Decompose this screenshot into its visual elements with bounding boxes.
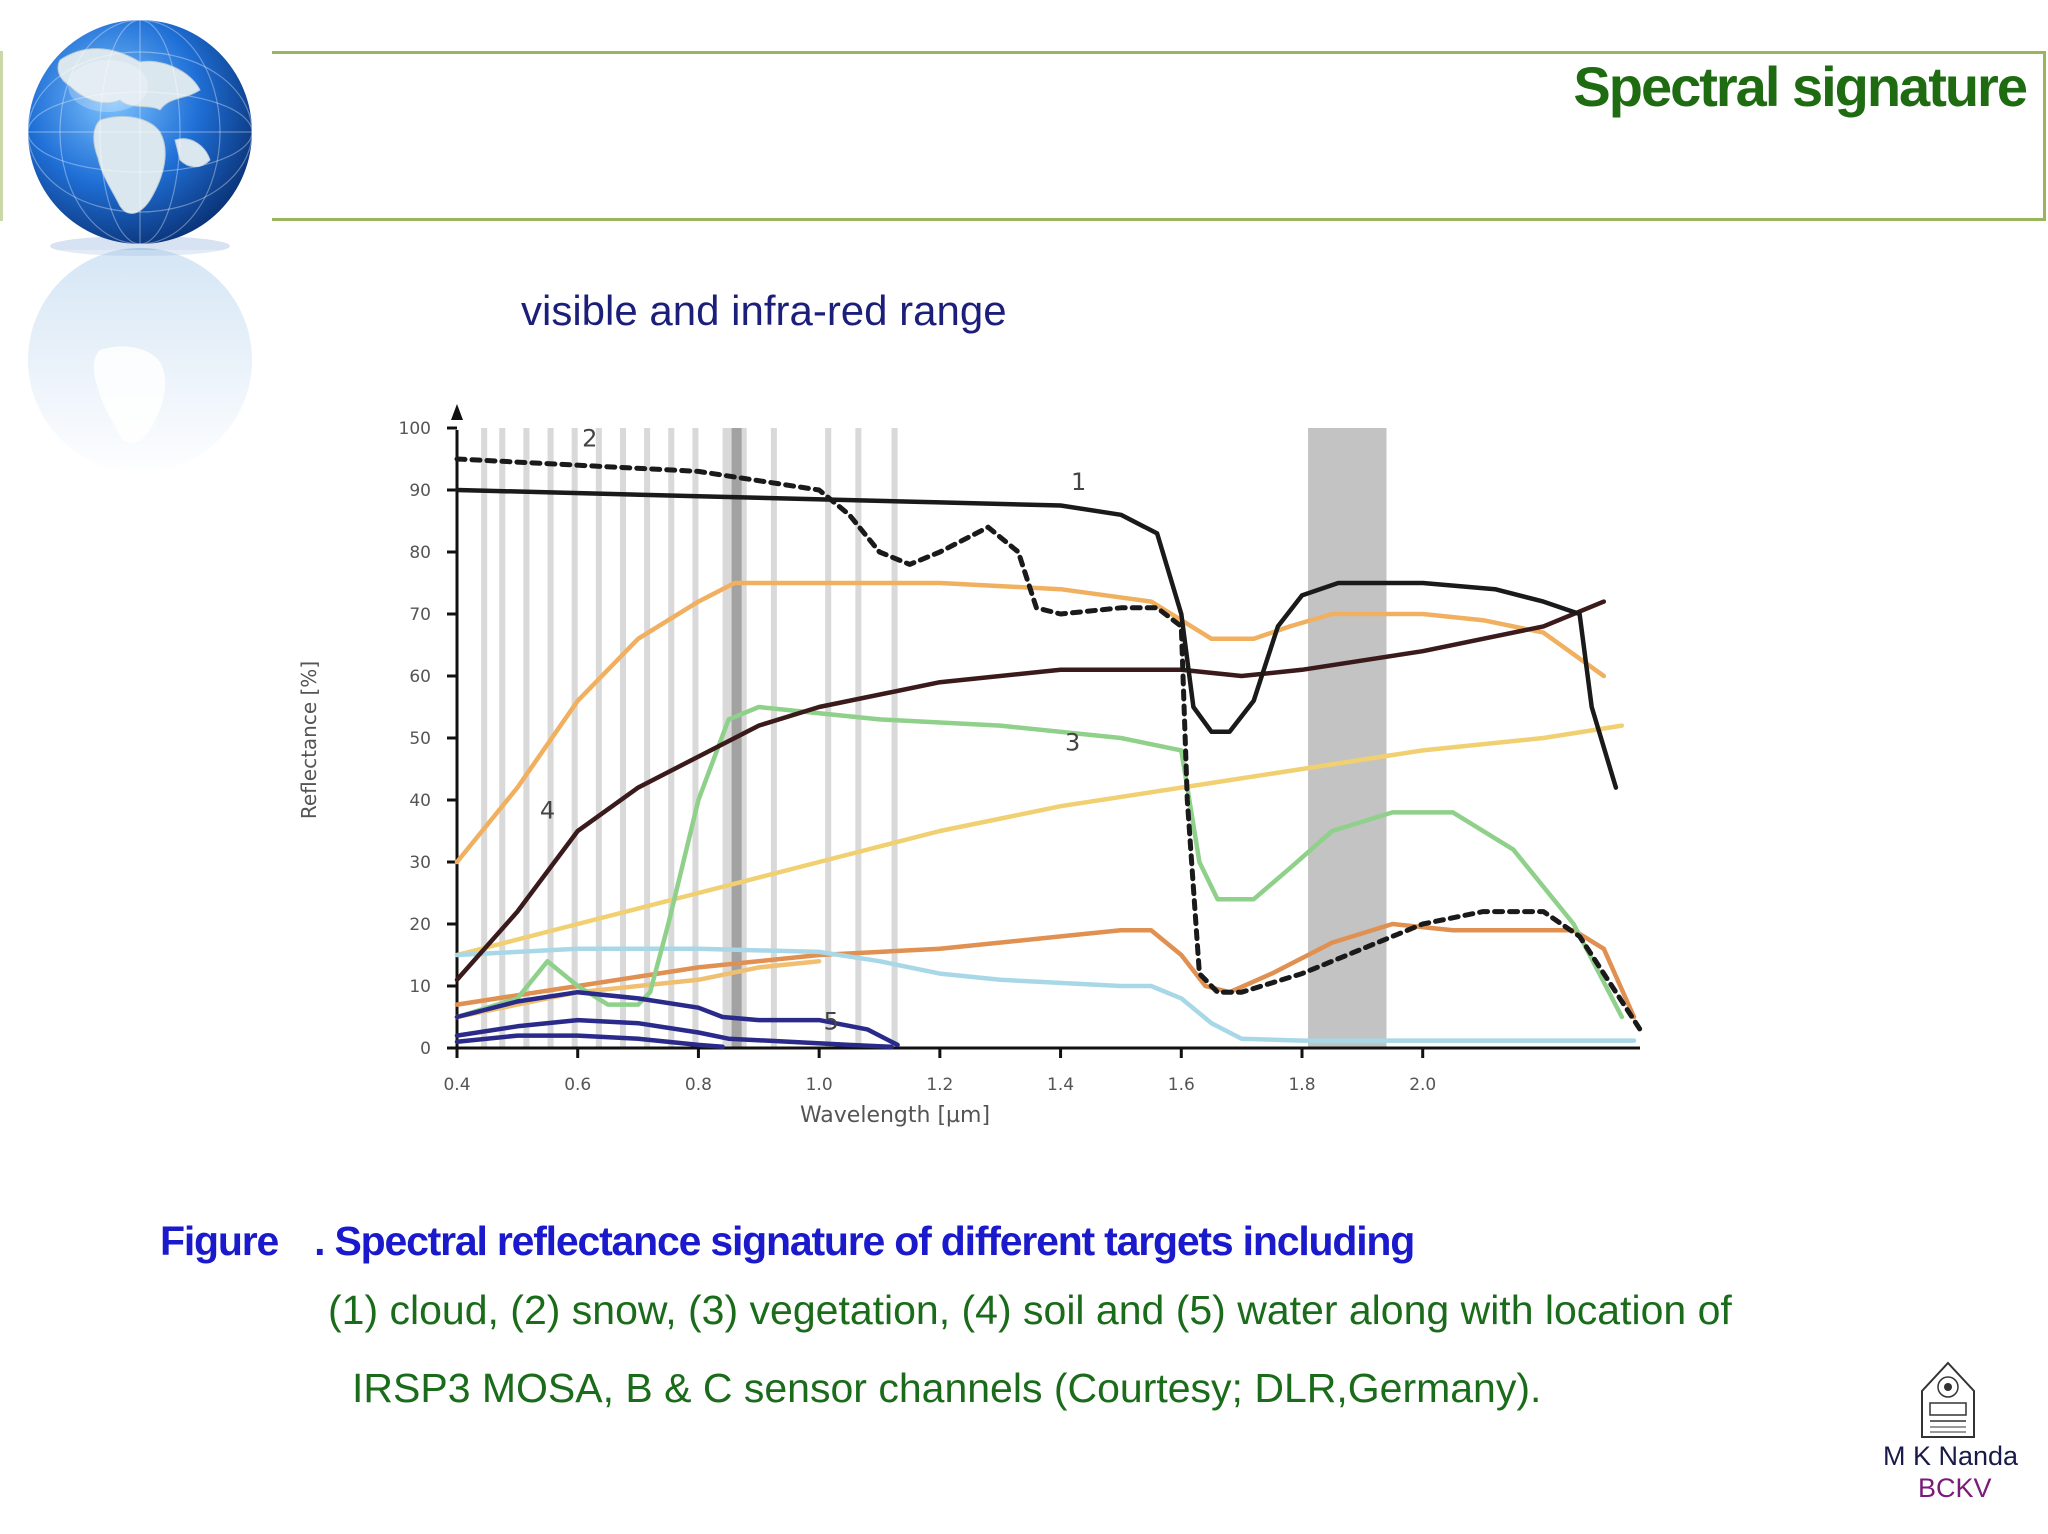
- y-tick-label-1: 10: [409, 977, 431, 997]
- sensor-band-12: [825, 428, 832, 1048]
- y-axis-label: Reflectance [%]: [297, 661, 321, 819]
- header-box: [272, 51, 2046, 221]
- series-label-4: 4: [540, 797, 555, 825]
- author-name: M K Nanda: [1883, 1441, 2019, 1471]
- x-tick-label-1: 0.6: [564, 1075, 591, 1095]
- caption-title: . Spectral reflectance signature of diff…: [314, 1218, 1415, 1264]
- y-tick-label-3: 30: [409, 853, 431, 873]
- y-tick-label-6: 60: [409, 667, 431, 687]
- series-line-unlabeled-11: [454, 958, 822, 1020]
- sensor-band-8: [668, 428, 675, 1048]
- y-ticks: 0 10 20 30 40 50 60 70 80 90 100: [399, 419, 457, 1059]
- x-tick-label-5: 1.4: [1047, 1075, 1074, 1095]
- y-tick-label-10: 100: [399, 419, 431, 439]
- y-tick-label-4: 40: [409, 791, 431, 811]
- sensor-band-6: [619, 428, 626, 1048]
- y-tick-label-0: 0: [420, 1039, 431, 1059]
- series-line-unlabeled-7: [454, 580, 1607, 865]
- series-label-2: 2: [582, 425, 597, 453]
- series-line-unlabeled-5: [454, 989, 900, 1048]
- sensor-band-4: [571, 428, 578, 1048]
- y-axis-arrow: [451, 404, 463, 420]
- x-tick-label-6: 1.6: [1168, 1075, 1195, 1095]
- series-line-5: [454, 1017, 894, 1050]
- institution-name: BCKV: [1918, 1473, 1992, 1503]
- series-line-1: [454, 487, 1619, 790]
- x-tick-label-0: 0.4: [443, 1075, 470, 1095]
- series-line-4: [454, 599, 1607, 983]
- series-label-3: 3: [1065, 728, 1080, 756]
- x-tick-label-7: 1.8: [1288, 1075, 1315, 1095]
- chart-axes: [451, 404, 1640, 1050]
- sensor-band-5: [595, 428, 602, 1048]
- slide-title: Spectral signature: [1573, 55, 2028, 118]
- series-line-2: [454, 456, 1643, 1032]
- university-emblem: [1921, 1361, 1975, 1438]
- sensor-band-1: [499, 428, 506, 1048]
- sensor-band-7: [644, 428, 651, 1048]
- sensor-band-13: [855, 428, 862, 1048]
- series-labels: 1 2 3 4 5: [540, 425, 1086, 1036]
- slide-subtitle: visible and infra-red range: [521, 287, 1007, 334]
- y-tick-label-5: 50: [409, 729, 431, 749]
- sensor-band-2: [523, 428, 530, 1048]
- globe-logo: [0, 20, 272, 480]
- y-tick-label-7: 70: [409, 605, 431, 625]
- series-line-3: [454, 704, 1625, 1020]
- figure-caption-line2: (1) cloud, (2) snow, (3) vegetation, (4)…: [328, 1287, 1732, 1333]
- series-line-unlabeled-10: [454, 946, 1637, 1043]
- series-label-5: 5: [824, 1007, 839, 1035]
- sensor-band-14: [891, 428, 898, 1048]
- sensor-channel-bands: [481, 428, 1387, 1048]
- series-line-unlabeled-9: [454, 921, 1637, 1020]
- x-tick-label-3: 1.0: [806, 1075, 833, 1095]
- y-tick-label-8: 80: [409, 543, 431, 563]
- header-left-rule: [0, 51, 3, 221]
- figure-caption-line1: Figure . Spectral reflectance signature o…: [160, 1218, 1415, 1265]
- figure-label: Figure: [160, 1218, 279, 1264]
- x-tick-label-2: 0.8: [685, 1075, 712, 1095]
- y-tick-label-2: 20: [409, 915, 431, 935]
- x-ticks: 0.4 0.6 0.8 1.0 1.2 1.4 1.6 1.8 2.0: [443, 1048, 1436, 1095]
- series-line-unlabeled-6: [454, 1033, 725, 1050]
- series-label-1: 1: [1071, 468, 1086, 496]
- spectral-chart: 0.4 0.6 0.8 1.0 1.2 1.4 1.6 1.8 2.0 0 10 20 30 40 50 6…: [297, 404, 1643, 1128]
- x-axis-label: Wavelength [µm]: [800, 1103, 990, 1128]
- sensor-band-9: [692, 428, 699, 1048]
- y-tick-label-9: 90: [409, 481, 431, 501]
- sensor-band-0: [481, 428, 488, 1048]
- series-line-unlabeled-8: [454, 723, 1625, 958]
- figure-caption-line3: IRSP3 MOSA, B & C sensor channels (Court…: [352, 1365, 1542, 1411]
- x-tick-label-8: 2.0: [1409, 1075, 1436, 1095]
- x-tick-label-4: 1.2: [926, 1075, 953, 1095]
- series-lines: [454, 456, 1643, 1050]
- sensor-band-11: [770, 428, 777, 1048]
